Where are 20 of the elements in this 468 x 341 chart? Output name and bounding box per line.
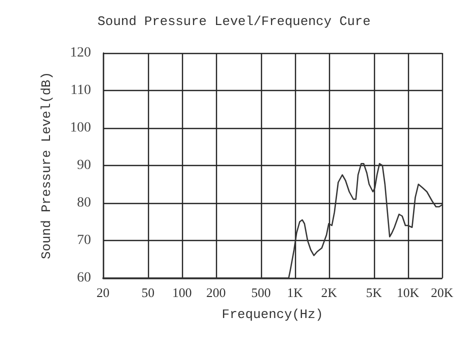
y-tick-label: 80 — [77, 196, 91, 210]
y-tick-label: 110 — [70, 83, 91, 98]
y-tick-label: 100 — [70, 120, 91, 136]
x-tick-label: 5K — [366, 285, 383, 300]
y-tick-label: 70 — [77, 233, 91, 248]
x-tick-label: 100 — [172, 285, 192, 300]
y-tick-label: 90 — [77, 158, 91, 173]
x-tick-label: 200 — [206, 285, 226, 300]
chart-title: Sound Pressure Level/Frequency Cure — [97, 14, 371, 29]
x-tick-label: 20 — [96, 285, 110, 300]
x-tick-label: 20K — [430, 285, 454, 300]
y-tick-label: 60 — [77, 270, 91, 286]
x-tick-label: 2K — [321, 285, 338, 300]
y-tick-label: 120 — [70, 46, 91, 60]
x-tick-label: 1K — [287, 285, 304, 300]
y-axis-title: Sound Pressure Level(dB) — [39, 72, 54, 260]
x-tick-label: 500 — [251, 285, 271, 300]
x-tick-label: 50 — [141, 285, 154, 300]
x-axis-title: Frequency(Hz) — [222, 307, 324, 322]
x-tick-label: 10K — [396, 285, 420, 300]
